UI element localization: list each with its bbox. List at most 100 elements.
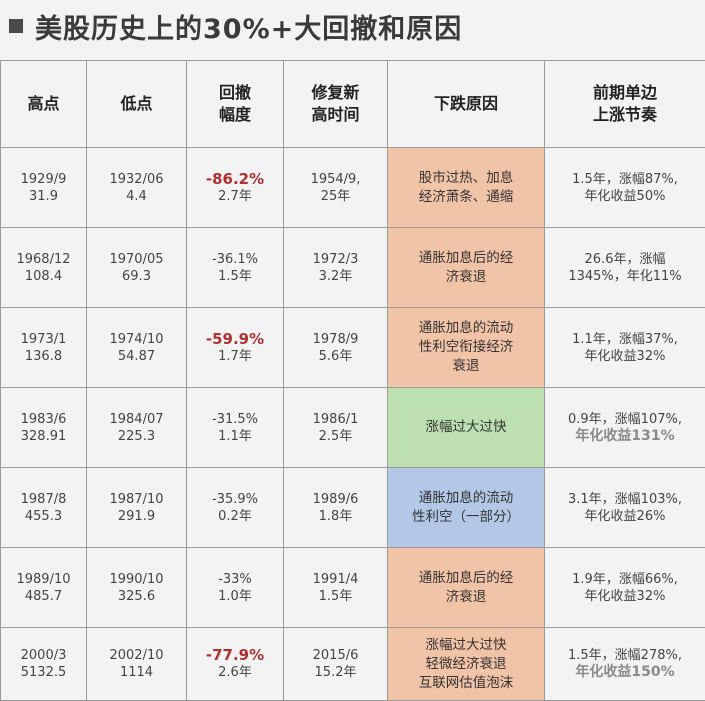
cause-cell: 通胀加息后的经济衰退	[388, 228, 545, 308]
cell-line: 年化收益50%	[547, 188, 703, 205]
header-line: 幅度	[189, 104, 281, 126]
cell-line: 2.5年	[286, 428, 385, 445]
cell-line: 1974/10	[89, 331, 184, 348]
drawdown-duration: 2.6年	[189, 664, 281, 681]
recovery-cell: 1954/9,25年	[284, 148, 388, 228]
cell-line: 经济萧条、通缩	[390, 188, 542, 207]
header-cause: 下跌原因	[388, 61, 545, 148]
bullet-square-icon	[9, 19, 23, 33]
cause-cell: 通胀加息后的经济衰退	[388, 548, 545, 628]
drawdown-cell: -31.5%1.1年	[187, 388, 284, 468]
cell-line: 1929/9	[3, 171, 84, 188]
cell-line: 通胀加息的流动	[390, 489, 542, 508]
header-line: 高时间	[286, 104, 385, 126]
cell-line: 年化收益32%	[547, 588, 703, 605]
cell-line: 济衰退	[390, 588, 542, 607]
cell-line: 3.1年，涨幅103%,	[547, 491, 703, 508]
cause-cell: 通胀加息的流动性利空衔接经济衰退	[388, 308, 545, 388]
cell-line: 1984/07	[89, 411, 184, 428]
cell-line: 1954/9,	[286, 171, 385, 188]
cause-cell: 涨幅过大过快轻微经济衰退互联网估值泡沫	[388, 628, 545, 701]
cause-cell: 股市过热、加息经济萧条、通缩	[388, 148, 545, 228]
drawdown-value: -36.1%	[189, 251, 281, 268]
prior-rise-cell: 1.5年，涨幅87%,年化收益50%	[545, 148, 705, 228]
cell-line: 1114	[89, 664, 184, 681]
drawdown-cell: -86.2%2.7年	[187, 148, 284, 228]
header-line: 修复新	[286, 82, 385, 104]
header-row: 高点 低点 回撤 幅度 修复新 高时间 下跌原因 前期单边 上涨节奏	[1, 61, 705, 148]
cell-line: 2015/6	[286, 647, 385, 664]
drawdown-duration: 1.7年	[189, 348, 281, 365]
header-drawdown: 回撤 幅度	[187, 61, 284, 148]
cell-line: 4.4	[89, 188, 184, 205]
cell-line: 325.6	[89, 588, 184, 605]
cell-line: 136.8	[3, 348, 84, 365]
cell-line: 5.6年	[286, 348, 385, 365]
page-title: 美股历史上的30%+大回撤和原因	[35, 7, 462, 46]
cell-line: 1983/6	[3, 411, 84, 428]
cell-line: 通胀加息后的经	[390, 569, 542, 588]
cell-line: 性利空（一部分）	[390, 508, 542, 527]
cell-line: 涨幅过大过快	[390, 418, 542, 437]
cell-line: 1990/10	[89, 571, 184, 588]
cell-line: 衰退	[390, 357, 542, 376]
cell-line: 2002/10	[89, 647, 184, 664]
drawdown-cell: -77.9%2.6年	[187, 628, 284, 701]
header-low: 低点	[87, 61, 187, 148]
cause-cell: 通胀加息的流动性利空（一部分）	[388, 468, 545, 548]
header-high: 高点	[1, 61, 87, 148]
cell-line: 1932/06	[89, 171, 184, 188]
cell-line: 1972/3	[286, 251, 385, 268]
header-line: 上涨节奏	[547, 104, 703, 126]
drawdown-table: 高点 低点 回撤 幅度 修复新 高时间 下跌原因 前期单边 上涨节奏 1929/…	[0, 60, 705, 701]
cell-line: 108.4	[3, 268, 84, 285]
cell-line: 年化收益32%	[547, 348, 703, 365]
drawdown-duration: 1.1年	[189, 428, 281, 445]
header-prior: 前期单边 上涨节奏	[545, 61, 705, 148]
cell-line: 轻微经济衰退	[390, 655, 542, 674]
drawdown-value: -59.9%	[189, 331, 281, 348]
cell-line: 年化收益131%	[547, 428, 703, 445]
cell-line: 1986/1	[286, 411, 385, 428]
cell-line: 1.5年	[286, 588, 385, 605]
cell-line: 性利空衔接经济	[390, 338, 542, 357]
cell-line: 26.6年，涨幅	[547, 251, 703, 268]
cell-line: 1987/8	[3, 491, 84, 508]
cell-line: 1.5年，涨幅87%,	[547, 171, 703, 188]
cell-line: 1.1年，涨幅37%,	[547, 331, 703, 348]
cell-line: 涨幅过大过快	[390, 636, 542, 655]
prior-rise-cell: 0.9年，涨幅107%,年化收益131%	[545, 388, 705, 468]
prior-rise-cell: 3.1年，涨幅103%,年化收益26%	[545, 468, 705, 548]
drawdown-cell: -33%1.0年	[187, 548, 284, 628]
drawdown-duration: 1.5年	[189, 268, 281, 285]
cell-line: 69.3	[89, 268, 184, 285]
cell-line: 1.5年，涨幅278%,	[547, 647, 703, 664]
drawdown-duration: 1.0年	[189, 588, 281, 605]
cell-line: 1345%，年化11%	[547, 268, 703, 285]
header-recovery: 修复新 高时间	[284, 61, 388, 148]
cell-line: 1978/9	[286, 331, 385, 348]
cell-line: 2000/3	[3, 647, 84, 664]
cell-line: 1968/12	[3, 251, 84, 268]
cell-line: 1973/1	[3, 331, 84, 348]
drawdown-value: -33%	[189, 571, 281, 588]
cell-line: 年化收益26%	[547, 508, 703, 525]
cell-line: 1991/4	[286, 571, 385, 588]
